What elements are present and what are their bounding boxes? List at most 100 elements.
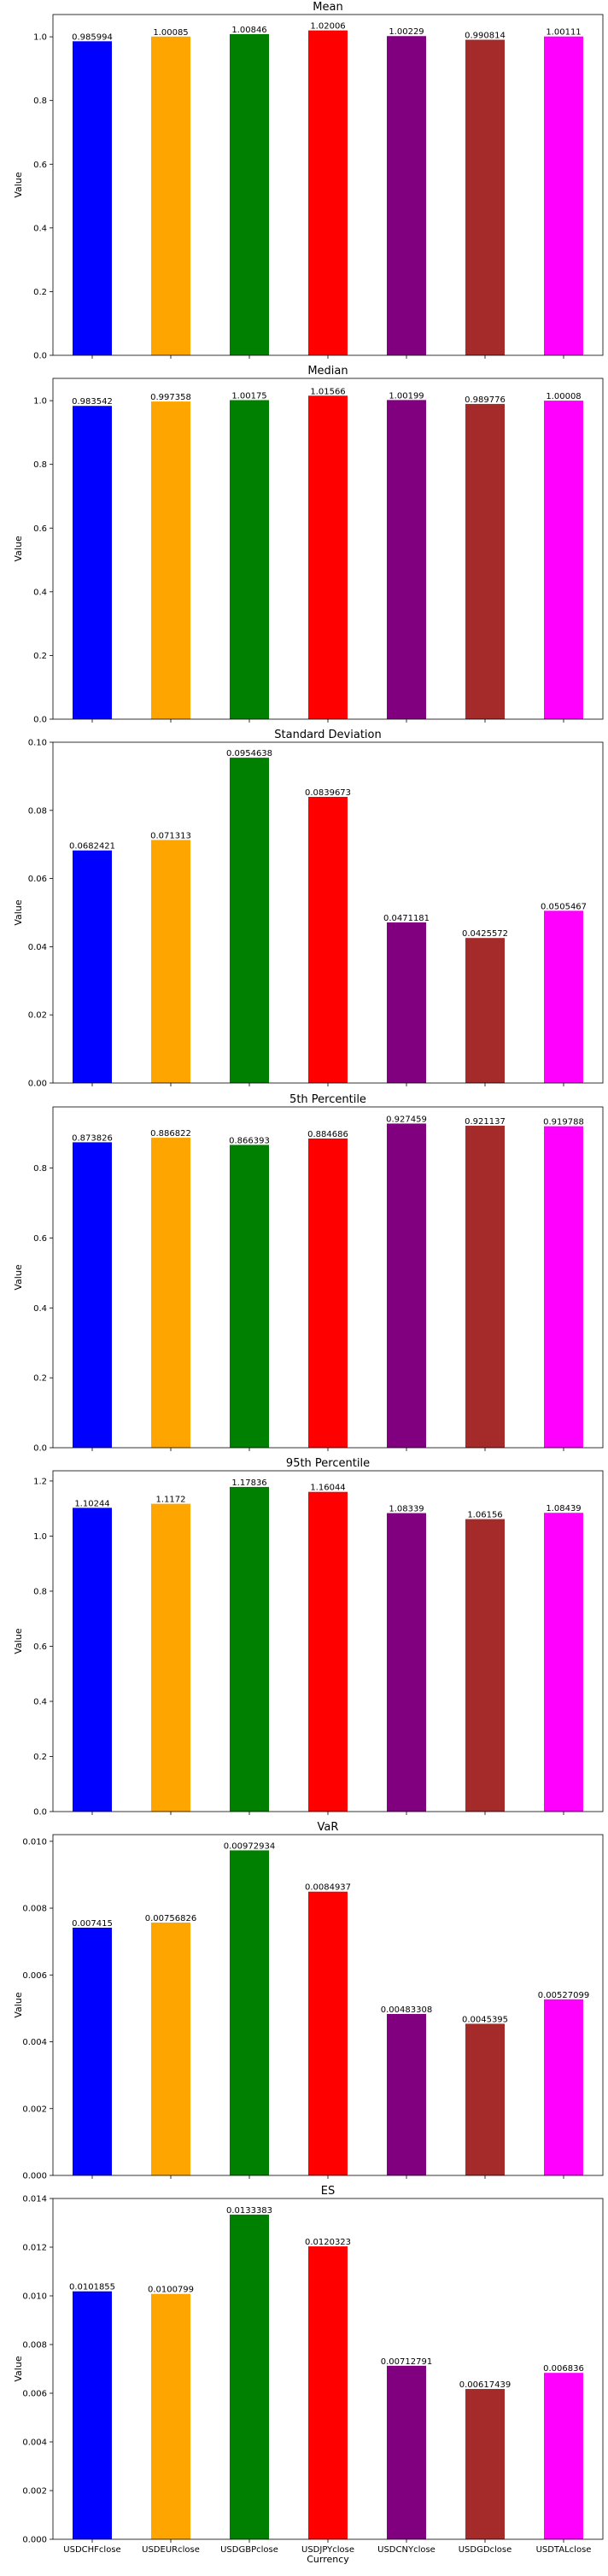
y-tick-label: 0.8 (33, 1587, 47, 1596)
bar-value-label: 0.886822 (150, 1129, 191, 1139)
y-tick-label: 0.6 (33, 524, 47, 534)
y-tick-label: 1.0 (33, 1532, 47, 1542)
bar-value-label: 0.0120323 (305, 2238, 351, 2247)
y-tick-label: 0.004 (22, 2038, 47, 2047)
chart-title: Median (307, 365, 348, 378)
y-tick-label: 0.6 (33, 1642, 47, 1652)
chart-panel-3: 5th Percentile Value 0.0 0.2 0.4 0.6 0.8 0.8738… (13, 1093, 604, 1454)
bar-value-label: 0.873826 (72, 1133, 113, 1143)
bar-USDCNYclose (387, 922, 426, 1083)
axes-frame (52, 1106, 604, 1449)
bar-value-label: 0.921137 (465, 1117, 506, 1127)
bar-value-label: 0.0100799 (148, 2286, 194, 2295)
y-tick-label: 0.2 (33, 1374, 47, 1384)
y-tick-label: 0.0 (33, 716, 47, 725)
bar-USDJPYclose (308, 395, 348, 719)
bar-value-label: 0.0505467 (541, 902, 587, 911)
bar-USDEURclose (151, 2293, 190, 2539)
bar-USDGBPclose (230, 400, 269, 719)
bar-USDCNYclose (387, 400, 426, 719)
bar-value-label: 0.997358 (150, 393, 191, 402)
bar-value-label: 0.0839673 (305, 788, 351, 798)
bar-USDEURclose (151, 1503, 190, 1812)
y-tick-label: 0.02 (28, 1011, 47, 1021)
x-tick-label: USDCNYclose (377, 2545, 436, 2555)
bar-USDTALclose (544, 2373, 583, 2539)
chart-panel-6: ES Value 0.000 0.002 0.004 0.006 0.008 0.010 0.0… (13, 2185, 604, 2565)
bar-value-label: 0.00527099 (538, 1991, 589, 2000)
bar-USDGDclose (465, 39, 505, 356)
bar-value-label: 0.990814 (465, 32, 506, 41)
bar-USDJPYclose (308, 1491, 348, 1812)
axes-frame (52, 2198, 604, 2540)
x-tick-label: USDGDclose (459, 2545, 512, 2555)
bar-USDCHFclose (73, 1508, 112, 1812)
y-tick-label: 1.2 (33, 1477, 47, 1486)
bar-value-label: 1.01566 (310, 387, 345, 396)
bar-value-label: 1.00199 (389, 391, 424, 401)
y-tick-label: 0.04 (28, 943, 47, 952)
y-tick-label: 0.4 (33, 588, 47, 597)
bar-value-label: 1.02006 (310, 22, 345, 32)
bar-USDJPYclose (308, 2246, 348, 2539)
y-tick-label: 0.014 (22, 2195, 47, 2204)
y-tick-label: 0.6 (33, 161, 47, 170)
y-axis-label: Value (13, 2356, 24, 2381)
bar-USDGDclose (465, 1519, 505, 1812)
bar-USDGBPclose (230, 1850, 269, 2175)
bar-value-label: 1.00111 (546, 28, 581, 38)
bar-value-label: 0.985994 (72, 32, 113, 42)
y-tick-label: 0.006 (22, 1971, 47, 1981)
bar-value-label: 1.00175 (231, 391, 266, 401)
y-tick-label: 0.2 (33, 1753, 47, 1762)
y-tick-label: 0.010 (22, 1837, 47, 1847)
y-tick-label: 0.2 (33, 652, 47, 661)
bar-USDCHFclose (73, 406, 112, 719)
bar-USDCHFclose (73, 1142, 112, 1448)
bar-value-label: 0.0045395 (462, 2015, 508, 2024)
bar-USDCNYclose (387, 36, 426, 355)
bar-value-label: 1.1172 (156, 1496, 186, 1505)
bar-value-label: 0.007415 (72, 1919, 113, 1929)
bar-value-label: 0.0133383 (226, 2206, 272, 2216)
chart-title: ES (321, 2185, 335, 2198)
bar-USDEURclose (151, 401, 190, 719)
bar-value-label: 1.08339 (389, 1505, 424, 1514)
bar-value-label: 0.983542 (72, 397, 113, 407)
bar-USDJPYclose (308, 30, 348, 355)
axes-frame (52, 14, 604, 356)
bar-USDCHFclose (73, 2291, 112, 2539)
bar-value-label: 0.00972934 (224, 1841, 275, 1851)
y-tick-label: 0.8 (33, 460, 47, 470)
bar-value-label: 0.884686 (307, 1130, 348, 1139)
bar-USDTALclose (544, 401, 583, 719)
chart-panel-1: Median Value 0.0 0.2 0.4 0.6 0.8 1.0 0.983542 0.9… (13, 365, 604, 725)
y-axis-label: Value (13, 1992, 24, 2017)
y-tick-label: 0.4 (33, 1697, 47, 1707)
y-tick-label: 1.0 (33, 33, 47, 43)
bar-value-label: 0.919788 (543, 1118, 584, 1127)
chart-title: 5th Percentile (289, 1093, 366, 1106)
x-tick-label: USDJPYclose (301, 2545, 354, 2555)
y-tick-label: 0.08 (28, 806, 47, 816)
bar-USDTALclose (544, 1999, 583, 2175)
y-tick-label: 0.012 (22, 2244, 47, 2253)
bar-value-label: 0.0084937 (305, 1883, 351, 1893)
bar-value-label: 1.17836 (231, 1478, 266, 1488)
y-tick-label: 1.0 (33, 397, 47, 407)
bar-value-label: 0.866393 (229, 1136, 270, 1145)
bar-value-label: 0.00483308 (381, 2005, 432, 2015)
y-tick-label: 0.6 (33, 1234, 47, 1244)
y-axis-label: Value (13, 1628, 24, 1654)
bar-USDGBPclose (230, 1145, 269, 1448)
y-axis-label: Value (13, 536, 24, 561)
bar-USDTALclose (544, 1513, 583, 1812)
bar-value-label: 0.00617439 (459, 2380, 511, 2390)
bar-USDGBPclose (230, 758, 269, 1083)
bar-USDCNYclose (387, 2365, 426, 2539)
bar-USDTALclose (544, 36, 583, 355)
y-tick-label: 0.008 (22, 2341, 47, 2351)
y-tick-label: 0.004 (22, 2438, 47, 2448)
x-tick-label: USDTALclose (536, 2545, 592, 2555)
bar-value-label: 0.0425572 (462, 929, 508, 939)
